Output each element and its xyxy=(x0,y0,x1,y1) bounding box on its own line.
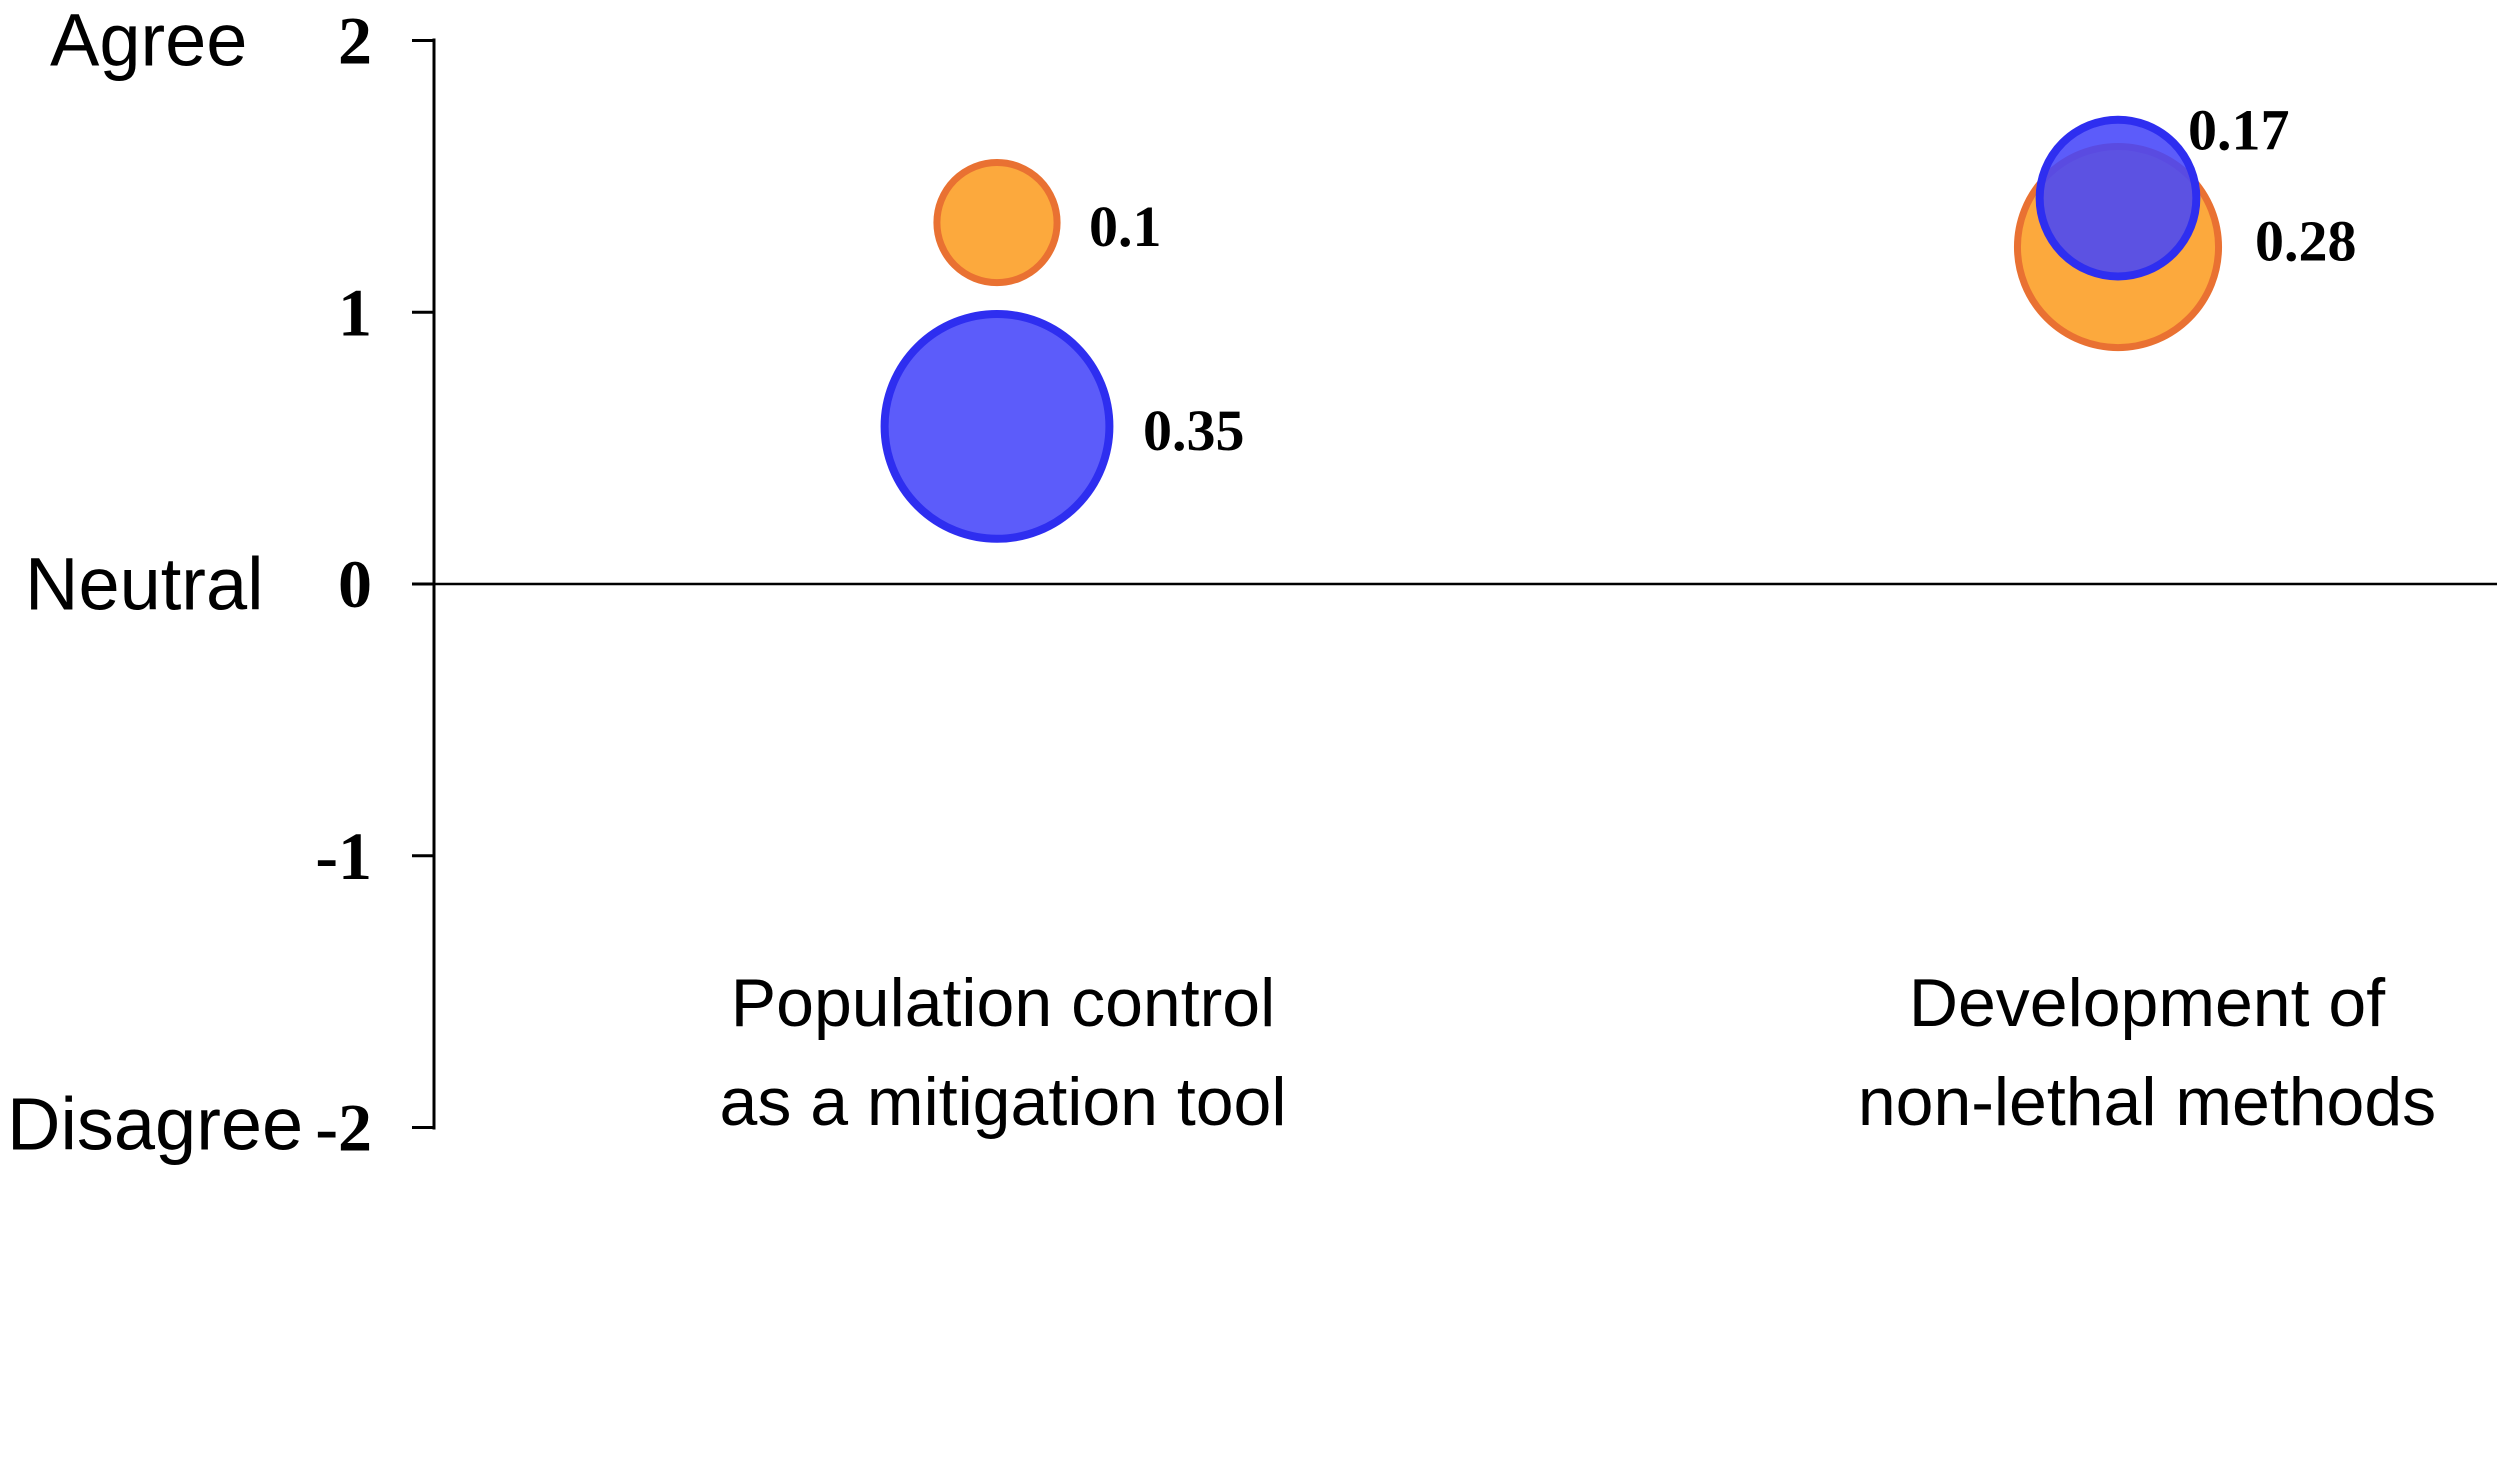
bubble-labels-layer: 0.1 0.28 0.35 0.17 xyxy=(1089,98,2357,463)
category-label-line: non-lethal methods xyxy=(1857,1064,2437,1140)
scale-label-agree: Agree xyxy=(50,0,248,82)
scale-label-disagree: Disagree xyxy=(7,1082,304,1166)
y-axis-tick-label: -2 xyxy=(315,1090,372,1166)
bubble-set-nets xyxy=(880,309,1114,543)
y-axis-tick-label: 1 xyxy=(338,274,372,350)
category-label-line: as a mitigation tool xyxy=(719,1064,1287,1140)
scale-label-neutral: Neutral xyxy=(25,542,264,626)
bubble-value-label: 0.1 xyxy=(1089,194,1162,259)
legend: Gillnets Set nets xyxy=(0,1340,1100,1479)
bubbles-layer xyxy=(880,115,2223,543)
bubble-gillnets xyxy=(933,158,1061,287)
category-label-non-lethal-methods: Development of non-lethal methods xyxy=(1858,954,2436,1152)
y-axis-tick-label: -1 xyxy=(315,818,372,894)
y-axis: 2 1 0 -1 -2 xyxy=(315,3,2497,1166)
bubble-value-label: 0.17 xyxy=(2188,98,2290,163)
bubble-set-nets xyxy=(2035,115,2201,281)
bubble-value-label: 0.28 xyxy=(2255,209,2357,274)
category-label-line: Development of xyxy=(1908,965,2386,1041)
bubble-value-label: 0.35 xyxy=(1143,398,1245,463)
y-axis-tick-label: 2 xyxy=(338,3,372,79)
category-label-line: Population control xyxy=(730,965,1276,1041)
y-axis-tick-label: 0 xyxy=(338,546,372,622)
category-label-population-control: Population control as a mitigation tool xyxy=(720,954,1287,1152)
